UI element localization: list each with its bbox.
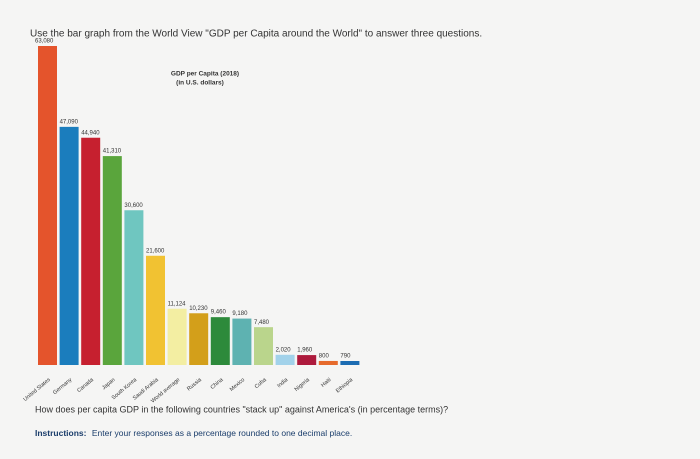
value-label: 30,600 bbox=[124, 203, 143, 209]
bar bbox=[232, 318, 252, 365]
value-label: 2,020 bbox=[276, 347, 292, 353]
instructions: Instructions: Enter your responses as a … bbox=[35, 428, 352, 438]
bar bbox=[146, 255, 165, 365]
bar bbox=[38, 46, 57, 365]
bar bbox=[318, 360, 338, 365]
value-label: 800 bbox=[319, 354, 330, 360]
bar bbox=[275, 354, 295, 365]
instructions-text: Enter your responses as a percentage rou… bbox=[92, 428, 352, 438]
bar bbox=[59, 126, 79, 366]
bar bbox=[189, 313, 209, 365]
bar bbox=[167, 308, 187, 365]
header: Use the bar graph from the World View "G… bbox=[30, 29, 482, 40]
value-label: 41,310 bbox=[103, 149, 122, 155]
bar bbox=[210, 317, 230, 365]
value-label: 47,090 bbox=[60, 119, 79, 125]
value-label: 9,180 bbox=[232, 311, 248, 317]
value-label: 11,124 bbox=[168, 301, 187, 307]
bar bbox=[297, 355, 317, 365]
value-label: 10,230 bbox=[189, 306, 208, 312]
question: How does per capita GDP in the following… bbox=[35, 404, 448, 414]
value-label: 21,600 bbox=[146, 248, 165, 254]
x-tick-label: Haiti bbox=[320, 377, 332, 389]
bar bbox=[340, 361, 360, 365]
value-label: 790 bbox=[340, 354, 351, 360]
value-label: 63,080 bbox=[35, 39, 54, 45]
chart-title: GDP per Capita (2018) bbox=[171, 71, 239, 78]
bar bbox=[102, 156, 122, 365]
value-label: 1,960 bbox=[297, 348, 313, 354]
chart-subtitle: (in U.S. dollars) bbox=[176, 80, 224, 87]
value-label: 7,480 bbox=[254, 320, 270, 326]
bar bbox=[254, 327, 273, 365]
value-label: 44,940 bbox=[81, 130, 100, 136]
value-label: 9,460 bbox=[211, 310, 227, 316]
instructions-label: Instructions: bbox=[35, 428, 87, 438]
bar bbox=[81, 137, 101, 365]
bar bbox=[124, 210, 144, 365]
